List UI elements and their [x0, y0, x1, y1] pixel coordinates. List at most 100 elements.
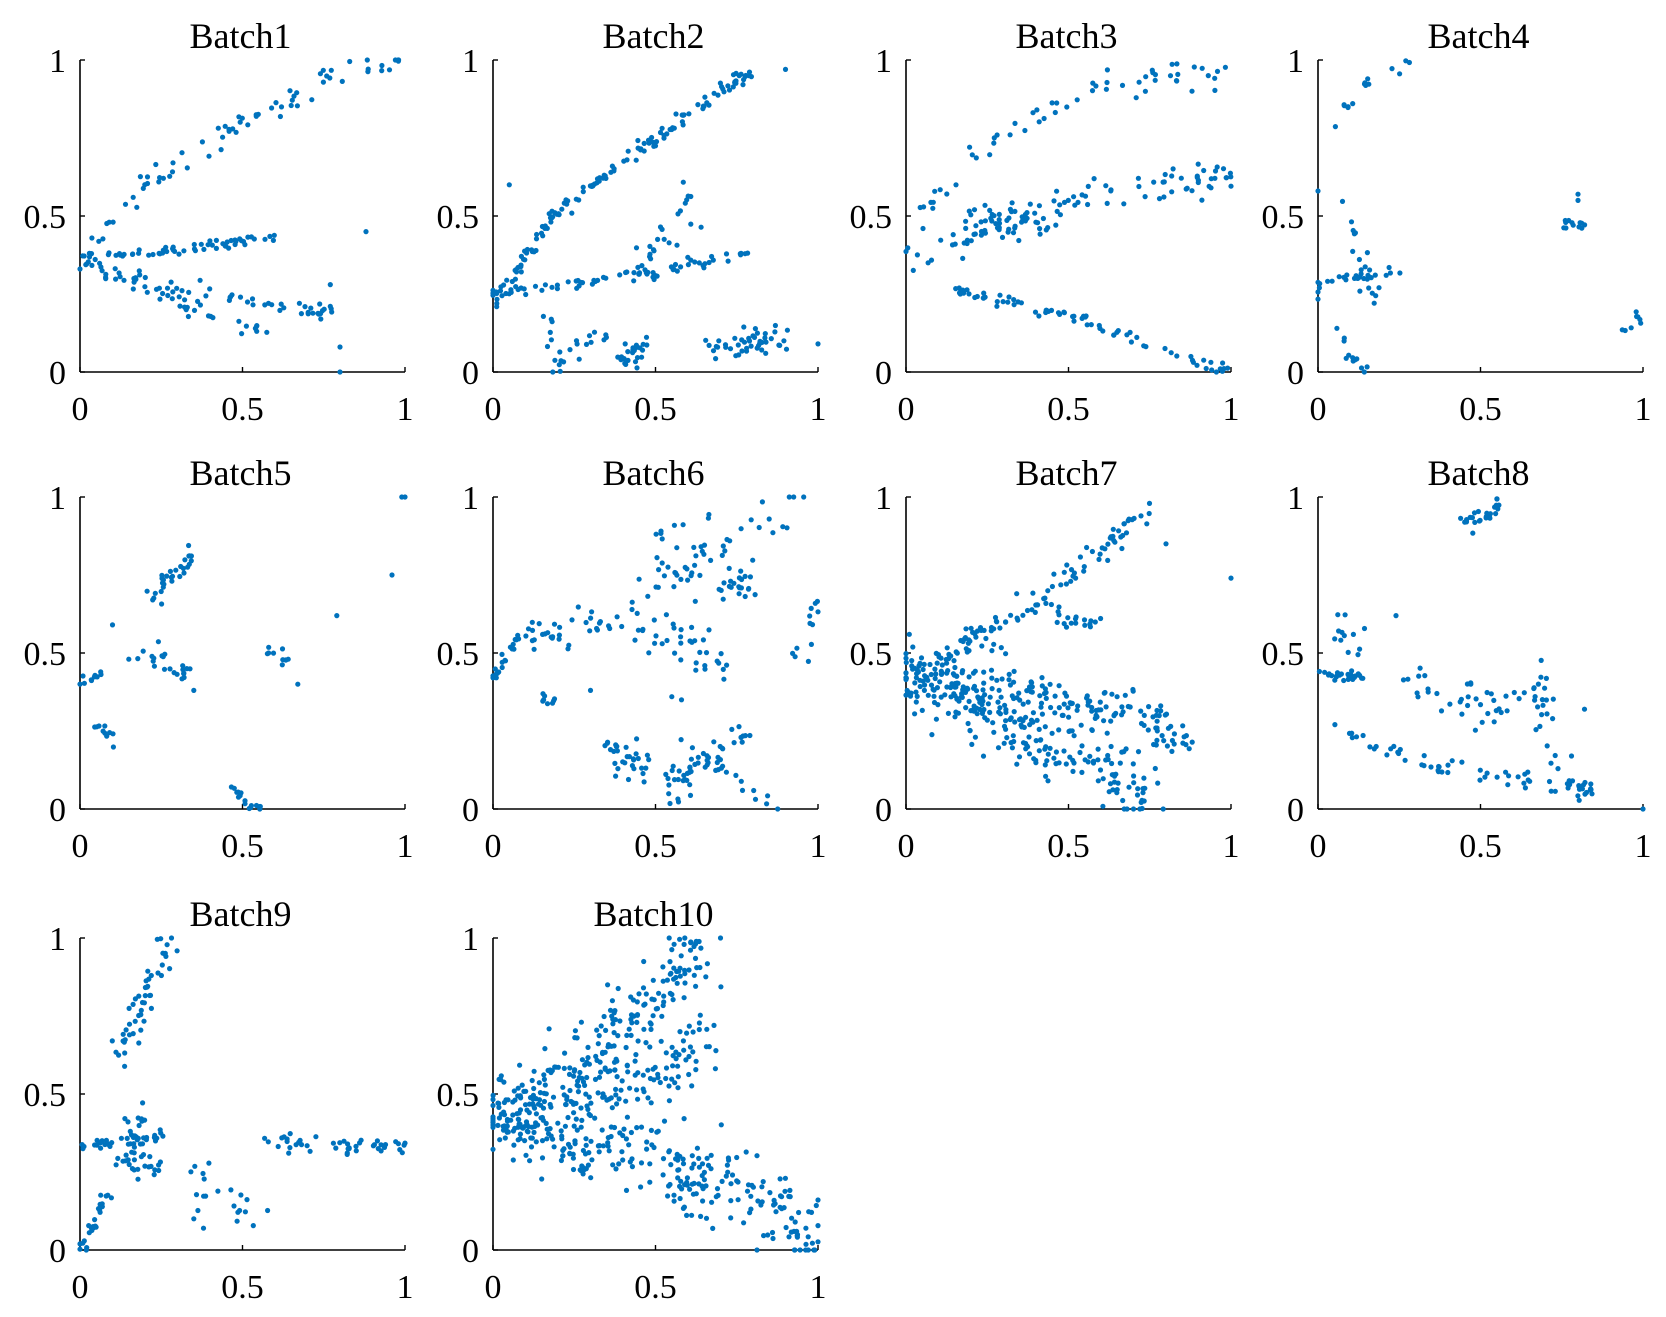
data-point: [678, 1178, 684, 1184]
data-point: [490, 1092, 496, 1098]
data-point: [1064, 562, 1070, 568]
data-point: [654, 273, 660, 279]
data-point: [751, 787, 757, 794]
data-point: [725, 83, 731, 89]
x-tick-label: 1: [397, 828, 414, 865]
data-point: [692, 562, 698, 568]
data-point: [1158, 703, 1164, 709]
data-point: [120, 253, 126, 259]
x-tick-label: 0.5: [221, 391, 264, 428]
data-point: [1030, 719, 1036, 725]
data-point: [715, 92, 721, 98]
data-point: [395, 1141, 401, 1147]
data-point: [671, 941, 677, 947]
data-point: [1212, 168, 1219, 174]
data-point: [152, 1167, 158, 1173]
data-point: [1142, 785, 1148, 791]
data-point: [988, 667, 995, 673]
data-point: [600, 1091, 606, 1097]
data-point: [974, 293, 980, 300]
y-tick-label: 1: [49, 921, 66, 958]
data-point: [1362, 80, 1368, 86]
data-point: [809, 1240, 816, 1246]
data-point: [718, 984, 724, 990]
data-point: [721, 580, 727, 586]
data-point: [673, 1156, 679, 1162]
data-point: [742, 573, 748, 580]
data-point: [576, 356, 582, 362]
data-point: [1365, 76, 1371, 82]
data-point: [777, 1176, 783, 1182]
y-tick-label: 0: [462, 355, 479, 392]
data-point: [1483, 514, 1489, 520]
data-point: [378, 1148, 384, 1154]
data-point: [118, 1135, 124, 1141]
data-point: [808, 641, 815, 648]
data-point: [1014, 615, 1020, 621]
data-point: [668, 1162, 674, 1168]
data-point: [320, 67, 326, 73]
data-point: [735, 342, 741, 348]
data-point: [1030, 710, 1036, 716]
data-point: [1325, 278, 1331, 284]
x-tick-label: 0.5: [1047, 828, 1090, 865]
data-point: [700, 106, 706, 112]
data-point: [991, 135, 997, 141]
data-point: [1470, 530, 1476, 536]
data-point: [614, 1074, 620, 1080]
data-point: [731, 580, 737, 586]
data-point: [999, 676, 1005, 682]
data-point: [280, 657, 286, 663]
data-point: [953, 709, 959, 715]
data-point: [648, 1100, 654, 1106]
data-point: [644, 271, 650, 277]
data-point: [262, 1135, 268, 1141]
data-point: [963, 626, 969, 632]
scatter-points: [77, 494, 408, 812]
data-point: [693, 660, 699, 666]
data-point: [1028, 679, 1034, 685]
data-point: [541, 1098, 548, 1105]
data-point: [123, 1152, 129, 1158]
data-point: [242, 798, 248, 804]
data-point: [934, 685, 941, 691]
y-tick-label: 1: [1287, 43, 1304, 80]
data-point: [623, 1187, 630, 1193]
data-point: [339, 78, 345, 84]
data-point: [659, 536, 665, 542]
data-point: [309, 97, 315, 103]
data-point: [928, 199, 934, 205]
data-point: [1405, 676, 1411, 682]
data-point: [576, 1083, 582, 1089]
data-point: [518, 269, 524, 275]
data-point: [613, 773, 619, 779]
data-point: [1189, 739, 1195, 745]
data-point: [1329, 278, 1335, 284]
data-point: [1004, 735, 1010, 741]
data-point: [529, 619, 535, 625]
data-point: [540, 1117, 546, 1123]
data-point: [1077, 749, 1083, 756]
data-point: [164, 285, 171, 291]
data-point: [648, 1127, 655, 1133]
data-point: [1341, 102, 1347, 108]
data-point: [1357, 646, 1363, 652]
data-point: [995, 745, 1002, 751]
data-point: [540, 313, 547, 319]
data-point: [515, 1116, 521, 1122]
data-point: [1539, 697, 1545, 703]
data-point: [517, 1131, 524, 1137]
data-point: [698, 945, 704, 951]
data-point: [1105, 756, 1111, 763]
data-point: [997, 292, 1003, 298]
data-point: [1576, 786, 1583, 792]
data-point: [703, 1044, 710, 1050]
data-point: [109, 1038, 115, 1044]
data-point: [181, 674, 187, 681]
data-point: [629, 606, 635, 613]
data-point: [238, 790, 244, 796]
data-point: [1123, 746, 1129, 752]
data-point: [571, 1073, 577, 1079]
data-point: [688, 193, 694, 200]
